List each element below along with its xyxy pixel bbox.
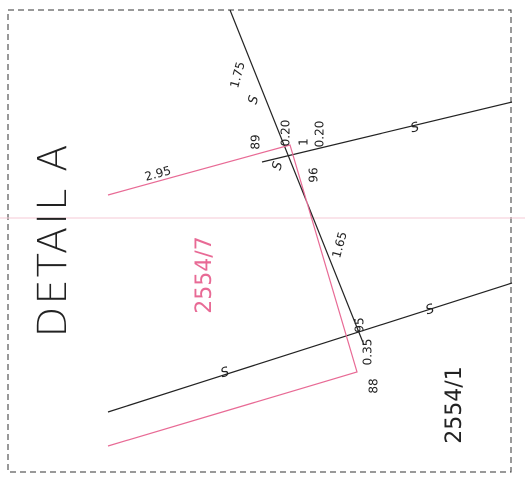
dimension-label: 88 <box>367 378 381 393</box>
line-symbol: S <box>219 365 231 382</box>
boundary-line <box>261 101 513 163</box>
boundary-line <box>229 9 365 346</box>
line-symbol: S <box>270 160 287 172</box>
parcel-number: 2554/1 <box>442 366 467 443</box>
dimension-label: 96 <box>307 167 321 182</box>
line-symbol: S <box>246 94 263 106</box>
line-symbol: S <box>424 302 436 319</box>
parcel-outline <box>107 144 358 447</box>
detail-title: DETAIL A <box>30 143 76 338</box>
parcel-number: 2554/7 <box>192 236 217 313</box>
dimension-label: 1.65 <box>329 230 349 259</box>
dimension-label: 2.95 <box>143 163 172 183</box>
dimension-label: 95 <box>353 317 367 332</box>
dimension-label: 89 <box>249 134 263 149</box>
dimension-label: 0.20 <box>279 120 293 147</box>
dimension-label: 0.35 <box>361 339 375 366</box>
line-symbol: S <box>409 120 421 137</box>
dimension-label: 1.75 <box>227 60 247 89</box>
dimension-label: 0.20 <box>313 121 327 148</box>
detail-border <box>7 9 512 473</box>
boundary-line <box>107 282 513 413</box>
dimension-label: 1 <box>297 138 311 146</box>
